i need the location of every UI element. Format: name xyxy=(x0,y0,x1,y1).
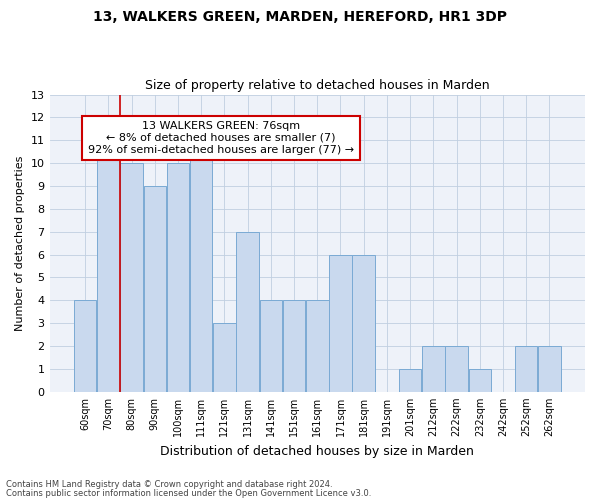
Bar xyxy=(74,300,97,392)
Bar xyxy=(399,369,421,392)
Title: Size of property relative to detached houses in Marden: Size of property relative to detached ho… xyxy=(145,79,490,92)
Text: Contains HM Land Registry data © Crown copyright and database right 2024.: Contains HM Land Registry data © Crown c… xyxy=(6,480,332,489)
Bar xyxy=(306,300,329,392)
Bar xyxy=(329,254,352,392)
Bar xyxy=(236,232,259,392)
Bar xyxy=(538,346,560,392)
Bar xyxy=(515,346,538,392)
X-axis label: Distribution of detached houses by size in Marden: Distribution of detached houses by size … xyxy=(160,444,474,458)
Bar xyxy=(445,346,468,392)
Bar xyxy=(190,140,212,392)
Bar xyxy=(97,140,119,392)
Bar xyxy=(422,346,445,392)
Bar xyxy=(121,163,143,392)
Text: 13, WALKERS GREEN, MARDEN, HEREFORD, HR1 3DP: 13, WALKERS GREEN, MARDEN, HEREFORD, HR1… xyxy=(93,10,507,24)
Bar xyxy=(352,254,375,392)
Bar xyxy=(283,300,305,392)
Text: Contains public sector information licensed under the Open Government Licence v3: Contains public sector information licen… xyxy=(6,488,371,498)
Bar xyxy=(260,300,282,392)
Text: 13 WALKERS GREEN: 76sqm
← 8% of detached houses are smaller (7)
92% of semi-deta: 13 WALKERS GREEN: 76sqm ← 8% of detached… xyxy=(88,122,354,154)
Bar xyxy=(469,369,491,392)
Bar xyxy=(143,186,166,392)
Bar xyxy=(213,323,236,392)
Bar xyxy=(167,163,189,392)
Y-axis label: Number of detached properties: Number of detached properties xyxy=(15,156,25,331)
